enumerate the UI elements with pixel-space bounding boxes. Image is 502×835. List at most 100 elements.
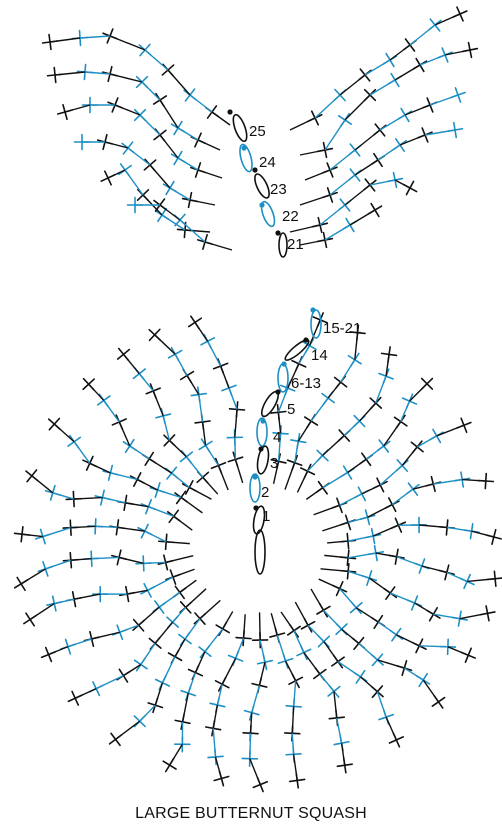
chain-oval <box>310 309 322 339</box>
stitch-post <box>342 757 347 774</box>
stitch-mark <box>477 472 495 490</box>
stitch-mark <box>129 472 145 487</box>
stitch-post <box>23 614 38 625</box>
stitch-mark <box>82 377 95 391</box>
stitch-post <box>47 418 61 430</box>
stitch-post <box>137 526 153 536</box>
stitch-mark <box>349 324 366 341</box>
stem-round-label-25: 25 <box>249 123 266 140</box>
stitch-post <box>108 734 123 745</box>
stitch-post <box>117 347 130 361</box>
stitch-post <box>256 776 264 793</box>
stitch-post <box>217 676 227 692</box>
stem-chart <box>41 6 479 251</box>
body-round-label-6-13: 6-13 <box>291 375 321 392</box>
stitch-post <box>460 651 477 659</box>
stitch-post <box>485 534 502 540</box>
stitch-post <box>41 40 59 44</box>
stitch-post <box>438 569 455 576</box>
stitch-mark <box>367 202 383 218</box>
stitch-mark <box>388 732 404 748</box>
stitch-mark <box>67 690 83 706</box>
chain-oval <box>254 529 266 575</box>
stitch-mark <box>44 484 61 501</box>
stitch-mark <box>41 33 59 51</box>
stitch-mark <box>439 638 457 656</box>
stitch-post <box>13 532 31 536</box>
stitch-post <box>451 616 468 621</box>
stitch-post <box>218 770 225 787</box>
chain-oval <box>249 473 261 503</box>
stitch-post <box>364 533 382 539</box>
stitch-mark <box>331 497 348 514</box>
round-start-dot <box>258 446 264 452</box>
stitch-mark <box>452 6 468 22</box>
stitch-mark <box>73 133 91 151</box>
body-round-label-15-21: 15-21 <box>323 320 361 337</box>
stitch-post <box>450 91 466 99</box>
stitch-mark <box>380 346 398 363</box>
stitch-post <box>402 183 418 193</box>
stitch-post <box>479 611 496 616</box>
stitch-mark <box>460 647 477 663</box>
stitch-mark <box>187 315 203 330</box>
stitch-mark <box>456 417 472 434</box>
stitch-post <box>25 470 39 482</box>
stitch-post <box>164 757 175 773</box>
stitch-mark <box>221 380 237 396</box>
stitch-post <box>350 601 362 615</box>
stitch-mark <box>47 417 61 431</box>
stitch-post <box>433 694 444 709</box>
stitch-post <box>456 421 472 429</box>
stitch-post <box>429 431 444 441</box>
stitch-post <box>446 127 464 133</box>
stitch-post <box>82 377 95 391</box>
stitch-post <box>148 328 161 341</box>
stitch-mark <box>170 120 186 136</box>
body-round-label-4: 4 <box>273 429 281 446</box>
chain-oval <box>232 113 248 143</box>
stitch-mark <box>485 528 502 546</box>
stitch-mark <box>364 527 382 545</box>
stitch-post <box>356 324 360 341</box>
stitch-post <box>452 10 468 18</box>
round-start-dot <box>241 145 247 151</box>
stitch-mark <box>100 170 116 186</box>
chain-oval <box>256 445 270 475</box>
body-round-label-1: 1 <box>262 508 270 525</box>
stitch-mark <box>117 494 134 512</box>
stitch-mark <box>349 601 363 615</box>
stitch-mark <box>383 586 398 600</box>
body-round-label-2: 2 <box>261 484 269 501</box>
stitch-mark <box>23 612 38 627</box>
stitch-mark <box>137 523 153 539</box>
stitch-post <box>477 479 495 483</box>
stitch-post <box>40 650 57 659</box>
stitch-post <box>420 377 434 390</box>
stitch-post <box>13 579 29 589</box>
round-start-dot <box>275 230 281 236</box>
stitch-post <box>367 205 383 215</box>
stitch-post <box>296 433 301 450</box>
stitch-mark <box>13 525 31 543</box>
round-labels: 25 24 23 22 21 15-21 14 6-13 5 4 3 2 1 <box>249 123 361 525</box>
stitch-mark <box>446 121 464 139</box>
stitch-mark <box>108 732 123 747</box>
round-start-dot <box>303 337 309 343</box>
stitch-mark <box>461 41 479 59</box>
stem-round-label-21: 21 <box>287 236 304 253</box>
round-start-dot <box>252 167 258 173</box>
stitch-mark <box>372 477 388 493</box>
stitch-mark <box>336 757 353 774</box>
stitch-post <box>46 73 64 77</box>
chain-oval <box>239 143 253 173</box>
stitch-post <box>82 459 98 468</box>
round-start-dot <box>310 307 316 313</box>
stitch-post <box>486 577 502 581</box>
stitch-post <box>383 587 398 599</box>
stitch-mark <box>46 66 64 84</box>
stitch-post <box>291 454 299 471</box>
round-start-dot <box>227 109 233 115</box>
round-start-dot <box>252 474 258 480</box>
stitch-post <box>387 346 391 363</box>
